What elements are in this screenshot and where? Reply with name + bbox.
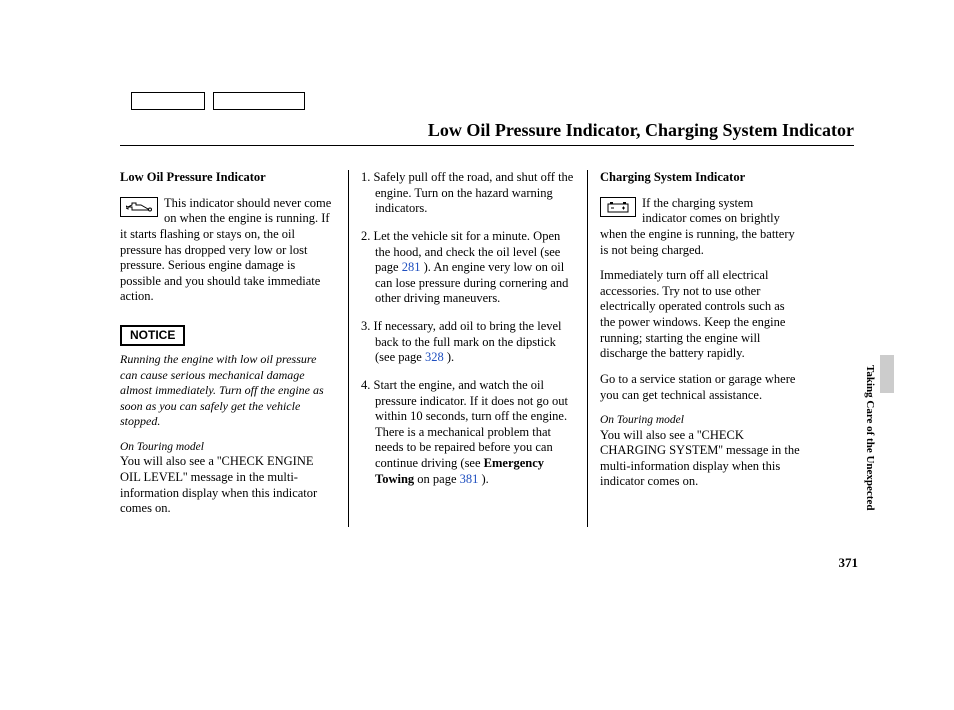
charging-body-2: Immediately turn off all electrical acce… — [600, 268, 800, 362]
low-oil-heading: Low Oil Pressure Indicator — [120, 170, 336, 186]
step-1: 1. Safely pull off the road, and shut of… — [361, 170, 577, 217]
document-page: Low Oil Pressure Indicator, Charging Sys… — [0, 0, 954, 710]
column-1: Low Oil Pressure Indicator This indicato… — [120, 170, 346, 527]
notice-text: Running the engine with low oil pressure… — [120, 352, 336, 430]
step-4: 4. Start the engine, and watch the oil p… — [361, 378, 577, 487]
charging-body-3: Go to a service station or garage where … — [600, 372, 800, 403]
notice-label: NOTICE — [120, 325, 185, 346]
step-3-text-a: If necessary, add oil to bring the level… — [374, 319, 562, 364]
columns: Low Oil Pressure Indicator This indicato… — [120, 170, 854, 527]
touring-text-2: You will also see a ''CHECK CHARGING SYS… — [600, 428, 800, 491]
battery-icon — [600, 197, 636, 217]
touring-label-2: On Touring model — [600, 413, 800, 427]
step-1-text: Safely pull off the road, and shut off t… — [374, 170, 574, 215]
column-3: Charging System Indicator If the chargin… — [587, 170, 810, 527]
step-1-num: 1. — [361, 170, 370, 184]
side-tab — [880, 355, 894, 393]
oil-can-icon — [120, 197, 158, 217]
step-3-text-b: ). — [444, 350, 454, 364]
step-2: 2. Let the vehicle sit for a minute. Ope… — [361, 229, 577, 307]
low-oil-body: This indicator should never come on when… — [120, 196, 336, 305]
page-link-381[interactable]: 381 — [460, 472, 479, 486]
charging-body-1: If the charging system indicator comes o… — [600, 196, 800, 259]
step-3-num: 3. — [361, 319, 370, 333]
touring-text-1: You will also see a ''CHECK ENGINE OIL L… — [120, 454, 336, 517]
page-link-281[interactable]: 281 — [402, 260, 421, 274]
column-2: 1. Safely pull off the road, and shut of… — [348, 170, 585, 527]
step-4-text-d: ). — [478, 472, 488, 486]
step-2-num: 2. — [361, 229, 370, 243]
procedure-steps: 1. Safely pull off the road, and shut of… — [361, 170, 577, 487]
step-4-text-c: on page — [414, 472, 459, 486]
side-section-label: Taking Care of the Unexpected — [864, 365, 876, 510]
page-title: Low Oil Pressure Indicator, Charging Sys… — [120, 120, 854, 146]
page-link-328[interactable]: 328 — [425, 350, 444, 364]
page-number: 371 — [839, 555, 859, 571]
touring-label-1: On Touring model — [120, 440, 336, 454]
charging-heading: Charging System Indicator — [600, 170, 800, 186]
step-3: 3. If necessary, add oil to bring the le… — [361, 319, 577, 366]
step-4-num: 4. — [361, 378, 370, 392]
